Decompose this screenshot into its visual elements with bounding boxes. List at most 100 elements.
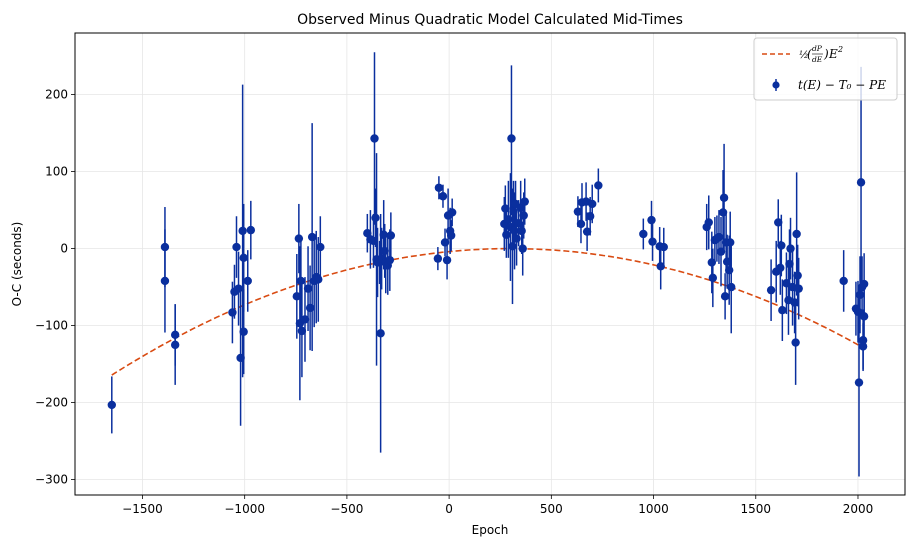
data-point [766, 259, 776, 321]
chart-title: Observed Minus Quadratic Model Calculate… [297, 12, 683, 28]
data-point [648, 222, 657, 261]
point-marker [856, 178, 866, 187]
point-marker [708, 273, 718, 283]
data-point [656, 243, 665, 290]
data-point [370, 52, 379, 225]
data-point [376, 213, 385, 453]
point-marker [507, 134, 516, 143]
data-point [170, 304, 180, 385]
point-marker [447, 208, 457, 217]
data-point [839, 250, 848, 312]
point-marker [778, 306, 787, 315]
point-marker [434, 183, 444, 192]
model-curve-layer [111, 247, 863, 376]
data-point [160, 229, 170, 333]
point-marker [303, 284, 313, 293]
point-marker [704, 218, 713, 227]
point-marker [234, 284, 243, 293]
point-marker [776, 263, 785, 273]
point-marker [239, 327, 248, 336]
point-marker [502, 230, 511, 239]
point-marker [659, 242, 668, 252]
point-marker [228, 308, 237, 317]
data-point [446, 220, 456, 251]
point-marker [376, 329, 385, 338]
legend-model-dp: dP [812, 44, 823, 53]
y-tick-label: −300 [35, 473, 68, 487]
data-point [778, 279, 787, 341]
point-marker [585, 212, 595, 221]
data-point [791, 300, 800, 385]
data-point [518, 221, 527, 276]
legend-model-label: ½ ( dP dE ) E 2 [799, 44, 843, 64]
data-point [776, 240, 785, 295]
point-marker [639, 229, 648, 239]
data-point [516, 180, 525, 235]
point-marker [307, 232, 317, 242]
data-point [854, 288, 864, 477]
point-marker [239, 253, 248, 263]
data-point [297, 284, 307, 378]
point-marker [370, 134, 379, 143]
x-tick-label: 0 [445, 502, 453, 516]
point-marker [508, 242, 517, 251]
data-point [520, 178, 529, 225]
data-point [774, 199, 783, 246]
data-point [858, 323, 868, 370]
point-marker [791, 338, 800, 347]
x-tick-label: −1500 [122, 502, 163, 516]
x-tick-label: 2000 [843, 502, 874, 516]
legend: ½ ( dP dE ) E 2 t(E) − T₀ − PE [753, 37, 898, 101]
point-marker [786, 244, 795, 253]
point-marker [246, 225, 256, 235]
axis-ticks: −1500 −1000 −500 0 500 1000 1500 2000−300−200−1… [35, 88, 873, 516]
point-marker [594, 181, 603, 190]
x-axis-label: Epoch [472, 523, 509, 537]
point-marker [512, 234, 521, 243]
point-marker [794, 284, 803, 293]
data-point [386, 212, 396, 259]
point-marker [296, 276, 306, 286]
point-marker [316, 242, 325, 252]
data-point [708, 248, 718, 308]
point-marker [294, 234, 304, 243]
data-point [639, 218, 648, 250]
data-point [239, 289, 248, 375]
data-point [719, 143, 729, 252]
point-marker [792, 229, 801, 239]
point-marker [380, 246, 389, 256]
data-point [442, 240, 452, 280]
point-marker [790, 298, 799, 307]
point-marker [504, 215, 513, 224]
point-marker [501, 204, 510, 213]
point-marker [442, 255, 452, 265]
y-tick-label: −100 [35, 319, 68, 333]
point-marker [656, 262, 665, 271]
legend-data-swatch-marker [772, 81, 780, 89]
point-marker [648, 237, 657, 246]
y-tick-label: 200 [45, 88, 68, 102]
x-tick-label: 1500 [740, 502, 771, 516]
y-tick-label: 100 [45, 165, 68, 179]
data-point [380, 223, 389, 278]
model-curve [111, 247, 863, 376]
x-tick-label: 1000 [638, 502, 669, 516]
point-marker [518, 244, 527, 253]
point-marker [727, 282, 736, 292]
data-point [433, 247, 443, 271]
point-marker [707, 258, 717, 267]
data-point [576, 204, 586, 244]
point-marker [726, 238, 735, 247]
y-tick-label: 0 [60, 242, 68, 256]
point-marker [516, 203, 525, 212]
point-marker [371, 213, 380, 222]
x-tick-label: 500 [540, 502, 563, 516]
point-marker [385, 255, 395, 265]
point-marker [855, 290, 865, 299]
point-marker [720, 292, 730, 301]
grid [75, 33, 905, 495]
point-marker [243, 276, 252, 286]
data-point [447, 198, 457, 227]
y-axis-label: O-C (seconds) [10, 222, 24, 307]
